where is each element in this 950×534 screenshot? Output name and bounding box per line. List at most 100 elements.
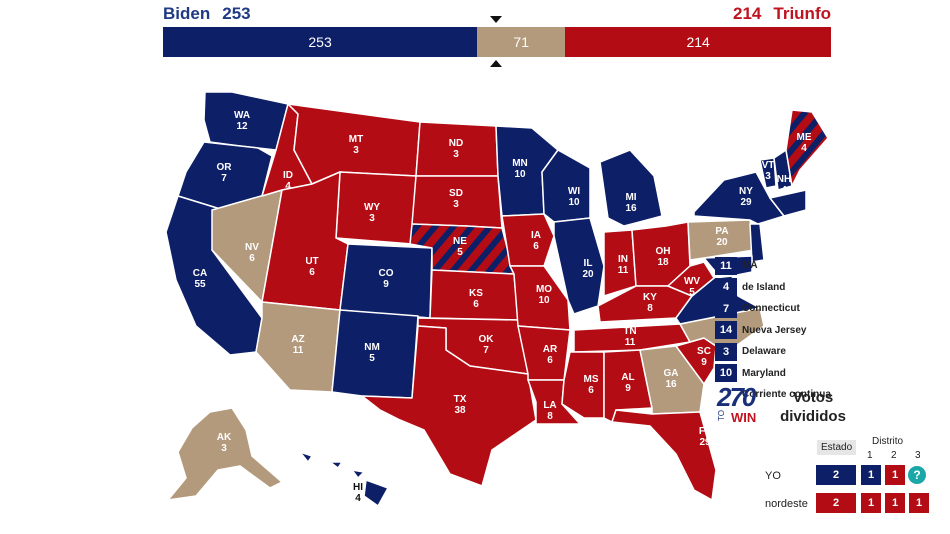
vote-box: 14 — [715, 321, 737, 340]
state-nj[interactable] — [749, 223, 765, 263]
label-mi: MI 16 — [625, 192, 637, 214]
label-nd: ND 3 — [449, 138, 463, 160]
district-cell[interactable]: 1 — [861, 493, 881, 513]
electoral-summary: Biden 253 214 Triunfo 253 71 214 — [163, 0, 831, 67]
label-ca: CA 55 — [193, 268, 207, 290]
state-fl[interactable] — [611, 409, 717, 501]
label-or: OR 7 — [217, 162, 233, 184]
state-ms[interactable] — [561, 351, 605, 419]
state-mi[interactable] — [599, 149, 663, 227]
biden-name: Biden — [163, 4, 211, 23]
label-ut: UT 6 — [305, 256, 318, 278]
district-number: 2 — [891, 450, 897, 461]
logo-to: TO — [717, 410, 726, 421]
label-nh: NH 4 — [777, 174, 791, 196]
270towin-logo[interactable]: 270 TO WIN — [717, 382, 756, 425]
row-label: nordeste — [765, 498, 808, 510]
label-nv: NV 6 — [245, 242, 259, 264]
label-pa: PA 20 — [715, 226, 728, 248]
state-il[interactable] — [553, 217, 605, 315]
list-item[interactable]: 3 Delaware — [715, 341, 831, 363]
list-item[interactable]: 4 de Island — [715, 277, 831, 299]
trump-total: 214 Triunfo — [721, 4, 831, 24]
majority-marker-bottom-icon — [490, 60, 502, 67]
state-name: Delaware — [742, 346, 786, 358]
label-mt: MT 3 — [349, 134, 363, 156]
label-sc: SC 9 — [697, 346, 711, 368]
label-ok: OK 7 — [479, 334, 495, 356]
split-votes-title: Votos divididos — [780, 389, 846, 425]
state-tx[interactable] — [361, 325, 537, 487]
state-name: MA — [742, 260, 758, 272]
label-la: LA 8 — [543, 400, 556, 422]
district-header: Distrito — [872, 436, 904, 447]
label-al: AL 9 — [621, 372, 634, 394]
state-ia[interactable] — [501, 213, 555, 267]
label-wi: WI 10 — [568, 186, 580, 208]
state-new-england-extra[interactable] — [769, 189, 807, 217]
label-ny: NY 29 — [739, 186, 753, 208]
state-wv[interactable] — [667, 261, 715, 297]
trump-votes: 214 — [733, 4, 762, 23]
district-cell[interactable]: 1 — [885, 493, 905, 513]
state-ak[interactable] — [167, 407, 283, 501]
state-votes-cell[interactable]: 2 — [816, 493, 856, 513]
label-ak: AK 3 — [217, 432, 232, 454]
label-in: IN 11 — [618, 254, 629, 276]
state-name: Nueva Jersey — [742, 324, 807, 336]
label-sd: SD 3 — [449, 188, 463, 210]
list-item[interactable]: 7 Connecticut — [715, 298, 831, 320]
state-me[interactable] — [785, 109, 829, 187]
state-labels: WA 12 OR 7 CA 55 NV 6 ID 4 MT 3 WY 3 UT 6 AZ 11 C… — [193, 110, 812, 504]
label-wa: WA 12 — [234, 110, 250, 132]
label-ks: KS 6 — [469, 288, 483, 310]
state-nm[interactable] — [331, 309, 419, 399]
district-cell[interactable]: 1 — [909, 493, 929, 513]
state-pa[interactable] — [687, 219, 755, 261]
district-cell[interactable]: 1 — [861, 465, 881, 485]
bar-segment-rep: 214 — [565, 27, 831, 57]
list-item[interactable]: 14 Nueva Jersey — [715, 320, 831, 342]
state-name: Connecticut — [742, 303, 800, 315]
bar-segment-dem: 253 — [163, 27, 478, 57]
small-states-list: 11 MA 4 de Island 7 Connecticut 14 Nueva Jer… — [715, 255, 831, 406]
state-tn[interactable] — [573, 323, 691, 353]
label-fl: FL 29 — [699, 426, 711, 448]
vote-box: 4 — [715, 278, 737, 297]
state-hi[interactable] — [299, 451, 389, 507]
label-ms: MS 6 — [584, 374, 599, 396]
label-nm: NM 5 — [364, 342, 380, 364]
vote-box: 7 — [715, 299, 737, 318]
label-co: CO 9 — [379, 268, 394, 290]
label-id: ID 4 — [283, 170, 293, 192]
label-wv: WV 5 — [684, 276, 700, 298]
label-ar: AR 6 — [543, 344, 558, 366]
biden-total: Biden 253 — [163, 4, 263, 24]
vote-box: 11 — [715, 256, 737, 275]
electoral-vote-bar: 253 71 214 — [163, 27, 831, 57]
list-item[interactable]: 10 Maryland — [715, 363, 831, 385]
state-name: Corriente continua — [742, 389, 831, 401]
state-name: Maryland — [742, 367, 786, 379]
district-cell[interactable]: 1 — [885, 465, 905, 485]
list-item[interactable]: Corriente continua — [715, 384, 831, 406]
label-tn: TN 11 — [623, 326, 636, 348]
label-me: ME 4 — [797, 132, 812, 154]
majority-marker-top-icon — [490, 16, 502, 23]
label-vt: VT 3 — [762, 160, 775, 182]
question-icon[interactable]: ? — [908, 466, 926, 484]
row-label: YO — [765, 470, 781, 482]
district-number: 1 — [867, 450, 873, 461]
state-vt[interactable] — [759, 157, 777, 189]
vote-box: 3 — [715, 342, 737, 361]
label-il: IL 20 — [582, 258, 594, 280]
logo-number: 270 — [717, 382, 756, 412]
label-ne: NE 5 — [453, 236, 467, 258]
biden-votes: 253 — [222, 4, 251, 23]
list-item[interactable]: 11 MA — [715, 255, 831, 277]
label-mn: MN 10 — [512, 158, 528, 180]
state-name: de Island — [742, 281, 786, 293]
state-votes-cell[interactable]: 2 — [816, 465, 856, 485]
logo-win: WIN — [731, 410, 757, 425]
